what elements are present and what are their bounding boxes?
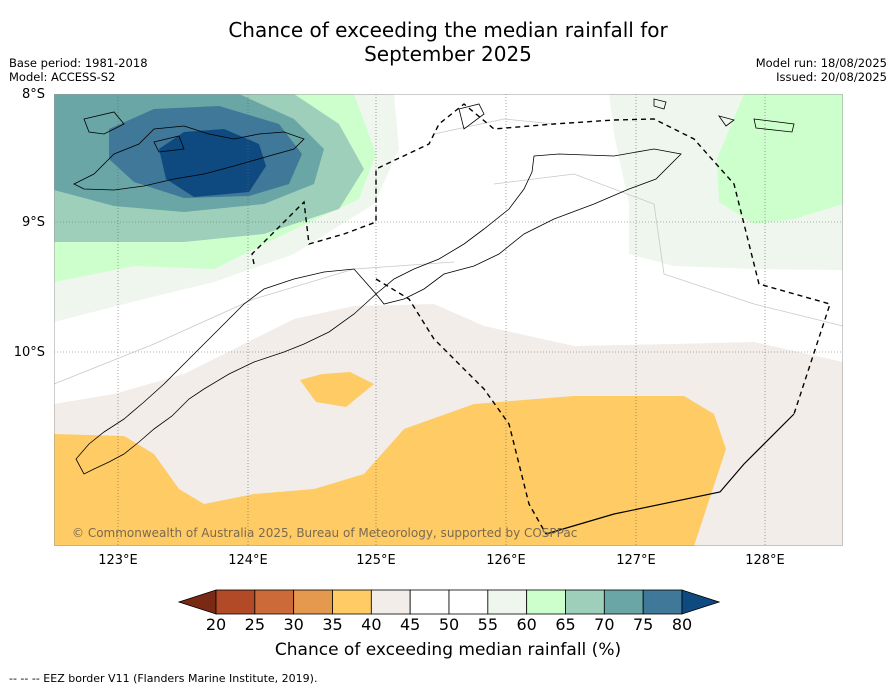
lon-label-125e: 125°E: [356, 553, 396, 568]
contour-lines: [54, 118, 843, 385]
lat-label-10s: 10°S: [13, 345, 45, 360]
lon-label-126e: 126°E: [486, 553, 526, 568]
colorbar-segment: [565, 589, 605, 615]
colorbar-tick-label: 75: [632, 615, 654, 634]
lat-label-9s: 9°S: [21, 215, 45, 230]
colorbar-segment: [254, 589, 295, 615]
contour-35-40-blob: [300, 372, 374, 407]
colorbar-segment: [332, 589, 372, 615]
rainfall-map: [54, 94, 843, 546]
colorbar-tick-label: 30: [283, 615, 304, 634]
map-title: Chance of exceeding the median rainfall …: [0, 18, 896, 66]
lat-label-8s: 8°S: [21, 87, 45, 102]
lon-label-127e: 127°E: [616, 553, 656, 568]
colorbar-segment: [293, 589, 333, 615]
boundary-solid: [545, 413, 795, 535]
lon-label-124e: 124°E: [228, 553, 268, 568]
footnote: -- -- -- EEZ border V11 (Flanders Marine…: [9, 672, 318, 685]
copyright-note: © Commonwealth of Australia 2025, Bureau…: [72, 526, 578, 540]
coastline: [73, 98, 795, 475]
colorbar-tick-label: 55: [477, 615, 498, 634]
model-run: Model run: 18/08/2025: [755, 56, 887, 70]
issued-date: Issued: 20/08/2025: [776, 70, 887, 84]
contour-35-40-south: [54, 396, 726, 546]
title-line-2: September 2025: [364, 42, 532, 66]
graticule: [54, 94, 843, 546]
colorbar: [178, 589, 720, 615]
model-name: Model: ACCESS-S2: [9, 70, 116, 84]
colorbar-segment: [526, 589, 566, 615]
colorbar-segment: [487, 589, 528, 615]
colorbar-tick-label: 40: [361, 615, 382, 634]
contour-60-65-east: [717, 94, 843, 224]
meta-left: Base period: 1981-2018 Model: ACCESS-S2: [9, 56, 148, 84]
colorbar-segment: [448, 589, 489, 615]
colorbar-tick-label: 50: [438, 615, 460, 634]
colorbar-segment: [370, 589, 411, 615]
colorbar-tick-label: 60: [516, 615, 537, 634]
colorbar-segment: [215, 589, 256, 615]
colorbar-segment: [603, 589, 644, 615]
base-period: Base period: 1981-2018: [9, 56, 148, 70]
colorbar-tick-label: 25: [244, 615, 265, 634]
colorbar-tick-label: 20: [205, 615, 227, 634]
colorbar-tick-label: 70: [594, 615, 615, 634]
colorbar-arrow-high: [681, 589, 720, 615]
eez-border: [251, 103, 831, 535]
title-line-1: Chance of exceeding the median rainfall …: [228, 18, 668, 42]
colorbar-tick-label: 45: [399, 615, 421, 634]
lon-label-128e: 128°E: [745, 553, 785, 568]
lon-label-123e: 123°E: [98, 553, 138, 568]
colorbar-segment: [409, 589, 450, 615]
colorbar-tick-label: 65: [555, 615, 576, 634]
colorbar-tick-label: 35: [322, 615, 343, 634]
meta-right: Model run: 18/08/2025 Issued: 20/08/2025: [756, 56, 887, 84]
colorbar-title: Chance of exceeding median rainfall (%): [274, 640, 622, 660]
colorbar-tick-label: 80: [671, 615, 693, 634]
contour-above-80: [159, 129, 266, 197]
colorbar-arrow-low: [178, 589, 217, 615]
colorbar-segment: [642, 589, 683, 615]
